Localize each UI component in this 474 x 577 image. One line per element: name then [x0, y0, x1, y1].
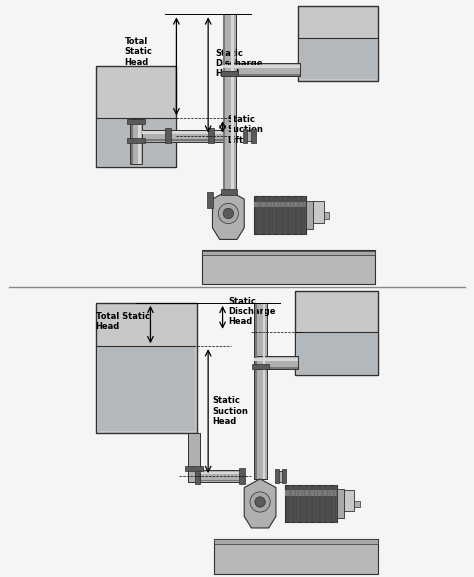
- Bar: [128, 119, 145, 124]
- Bar: [354, 501, 360, 507]
- Bar: [298, 6, 378, 81]
- Bar: [255, 303, 257, 479]
- Bar: [128, 138, 145, 143]
- Bar: [97, 346, 195, 432]
- Bar: [207, 192, 213, 208]
- Bar: [130, 119, 142, 142]
- Bar: [195, 469, 201, 484]
- Bar: [276, 471, 284, 481]
- Circle shape: [218, 203, 238, 224]
- Text: Total Static
Head: Total Static Head: [96, 312, 150, 331]
- Bar: [314, 485, 317, 522]
- Bar: [284, 490, 337, 496]
- Bar: [284, 485, 337, 522]
- Bar: [297, 196, 299, 234]
- Bar: [223, 14, 236, 190]
- Bar: [142, 139, 223, 141]
- Bar: [130, 121, 142, 164]
- Bar: [142, 130, 223, 142]
- Text: Static
Suction
Head: Static Suction Head: [212, 396, 248, 426]
- Circle shape: [255, 497, 265, 507]
- Bar: [214, 539, 378, 544]
- Bar: [308, 485, 310, 522]
- Bar: [138, 121, 141, 164]
- Bar: [282, 469, 286, 483]
- Bar: [255, 367, 298, 369]
- Bar: [255, 358, 298, 361]
- Bar: [255, 202, 306, 208]
- Bar: [223, 14, 225, 190]
- Bar: [165, 128, 171, 143]
- Bar: [296, 332, 377, 374]
- Bar: [284, 196, 286, 234]
- Text: Static
Suction
Lift: Static Suction Lift: [227, 115, 263, 145]
- Bar: [255, 356, 298, 369]
- Bar: [291, 196, 292, 234]
- Bar: [299, 38, 377, 79]
- Bar: [142, 132, 223, 134]
- Bar: [321, 485, 323, 522]
- Bar: [344, 489, 354, 511]
- Text: Total
Static
Head: Total Static Head: [125, 37, 152, 67]
- Bar: [303, 196, 305, 234]
- Bar: [255, 196, 306, 234]
- Bar: [333, 485, 336, 522]
- Bar: [223, 74, 301, 76]
- Bar: [188, 470, 197, 482]
- Polygon shape: [212, 190, 244, 239]
- Bar: [220, 71, 237, 77]
- Bar: [197, 472, 244, 474]
- Bar: [223, 63, 301, 77]
- Bar: [263, 303, 265, 479]
- Bar: [337, 489, 344, 518]
- Bar: [295, 291, 378, 375]
- Bar: [239, 469, 245, 484]
- Bar: [265, 196, 267, 234]
- Bar: [259, 196, 261, 234]
- Bar: [96, 303, 197, 433]
- Bar: [96, 66, 176, 167]
- Bar: [202, 249, 375, 284]
- Bar: [214, 539, 378, 574]
- Bar: [324, 212, 329, 219]
- Text: Static
Discharge
Head: Static Discharge Head: [228, 297, 276, 327]
- Bar: [97, 118, 175, 166]
- Bar: [185, 466, 203, 471]
- Bar: [255, 303, 267, 479]
- Bar: [212, 130, 223, 142]
- Bar: [313, 201, 324, 223]
- Bar: [244, 130, 255, 141]
- Bar: [202, 251, 375, 255]
- Circle shape: [250, 492, 270, 512]
- Bar: [327, 485, 329, 522]
- Bar: [289, 485, 291, 522]
- Bar: [251, 129, 256, 143]
- Polygon shape: [244, 479, 276, 528]
- Bar: [271, 196, 273, 234]
- Bar: [221, 189, 237, 195]
- Bar: [295, 485, 298, 522]
- Bar: [197, 479, 244, 481]
- Bar: [231, 14, 234, 190]
- Bar: [301, 485, 304, 522]
- Bar: [306, 201, 313, 230]
- Bar: [131, 121, 133, 164]
- Bar: [243, 129, 247, 143]
- Bar: [252, 364, 269, 369]
- Bar: [188, 433, 200, 482]
- Bar: [223, 65, 301, 68]
- Text: Static
Discharge
Head: Static Discharge Head: [215, 48, 263, 78]
- Bar: [208, 128, 214, 143]
- Bar: [220, 71, 237, 77]
- Bar: [212, 132, 223, 134]
- Bar: [212, 139, 223, 141]
- Circle shape: [223, 208, 234, 219]
- Bar: [274, 469, 279, 483]
- Bar: [197, 470, 244, 482]
- Bar: [278, 196, 280, 234]
